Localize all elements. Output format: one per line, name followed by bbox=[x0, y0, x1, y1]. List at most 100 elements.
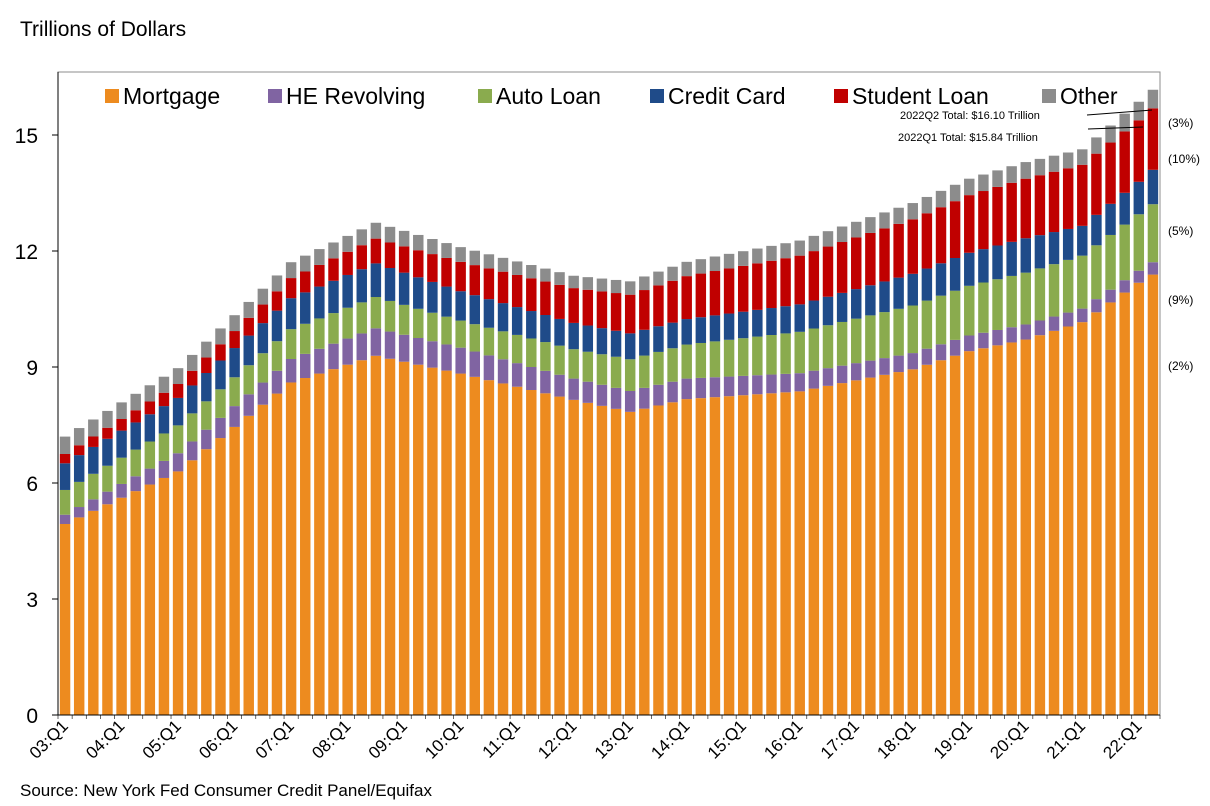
bar-segment-he-revolving bbox=[1020, 324, 1031, 340]
bar-segment-student-loan bbox=[116, 419, 127, 431]
bar-segment-credit-card bbox=[624, 333, 636, 360]
bar-segment-student-loan bbox=[102, 427, 113, 439]
bar-segment-auto-loan bbox=[1105, 234, 1116, 290]
bar-segment-student-loan bbox=[935, 207, 947, 264]
bar-segment-credit-card bbox=[978, 249, 989, 283]
bar-segment-he-revolving bbox=[964, 335, 975, 352]
bar-segment-he-revolving bbox=[865, 360, 876, 378]
bar-segment-mortgage bbox=[582, 402, 594, 715]
bar-segment-auto-loan bbox=[314, 318, 325, 349]
y-tick-label: 9 bbox=[26, 357, 38, 380]
bar-segment-he-revolving bbox=[1119, 280, 1130, 293]
bar-segment-other bbox=[554, 272, 565, 285]
bar-segment-he-revolving bbox=[822, 368, 834, 386]
bar-segment-student-loan bbox=[271, 291, 283, 311]
bar-segment-other bbox=[172, 368, 184, 385]
bar-segment-he-revolving bbox=[893, 355, 904, 373]
bar-segment-auto-loan bbox=[526, 338, 537, 367]
bar-segment-auto-loan bbox=[356, 302, 367, 334]
bar-segment-mortgage bbox=[215, 438, 226, 715]
bar-segment-other bbox=[893, 207, 904, 224]
bar-segment-he-revolving bbox=[427, 341, 438, 368]
bar-segment-student-loan bbox=[144, 401, 156, 415]
x-tick-label: 12:Q1 bbox=[534, 716, 580, 762]
bar-segment-he-revolving bbox=[441, 344, 452, 371]
bar-segment-auto-loan bbox=[794, 331, 805, 374]
bar-segment-credit-card bbox=[201, 372, 212, 402]
bar-segment-other bbox=[88, 419, 99, 437]
bar-segment-other bbox=[596, 278, 608, 292]
bar-segment-student-loan bbox=[526, 278, 537, 312]
bar-segment-he-revolving bbox=[935, 344, 947, 361]
bar-segment-he-revolving bbox=[639, 387, 650, 409]
bar-segment-other bbox=[921, 196, 933, 214]
bar-segment-mortgage bbox=[893, 372, 904, 715]
bar-segment-credit-card bbox=[497, 303, 509, 332]
bar-segment-other bbox=[285, 262, 297, 279]
bar-segment-credit-card bbox=[554, 318, 565, 346]
bar-segment-mortgage bbox=[964, 351, 975, 715]
bar-segment-other bbox=[1034, 158, 1046, 176]
bar-segment-auto-loan bbox=[949, 290, 961, 340]
bar-segment-student-loan bbox=[1034, 175, 1046, 236]
legend-label-student-loan: Student Loan bbox=[852, 83, 989, 109]
bar-segment-credit-card bbox=[116, 430, 127, 458]
bar-segment-he-revolving bbox=[300, 353, 311, 379]
bar-segment-mortgage bbox=[667, 402, 678, 715]
bar-segment-auto-loan bbox=[229, 377, 240, 407]
bar-segment-student-loan bbox=[229, 331, 240, 349]
x-tick-label: 09:Q1 bbox=[365, 716, 411, 762]
bar-segment-he-revolving bbox=[596, 384, 608, 406]
bar-segment-other bbox=[766, 245, 777, 261]
bar-segment-he-revolving bbox=[285, 358, 297, 383]
bar-segment-credit-card bbox=[158, 406, 170, 434]
bar-segment-mortgage bbox=[1006, 342, 1017, 715]
bar-segment-other bbox=[723, 253, 735, 269]
bar-segment-credit-card bbox=[1048, 232, 1060, 265]
bar-segment-other bbox=[695, 259, 707, 274]
bar-segment-other bbox=[836, 226, 848, 243]
bar-segment-auto-loan bbox=[865, 315, 876, 361]
y-tick-label: 6 bbox=[26, 473, 38, 496]
bar-segment-auto-loan bbox=[102, 465, 113, 492]
bar-segment-other bbox=[229, 315, 240, 332]
bar-segment-credit-card bbox=[215, 360, 226, 390]
bar-segment-auto-loan bbox=[413, 308, 424, 338]
legend-label-he-revolving: HE Revolving bbox=[286, 83, 425, 109]
bar-segment-mortgage bbox=[285, 382, 297, 715]
bar-segment-mortgage bbox=[681, 399, 692, 715]
bar-segment-credit-card bbox=[752, 309, 763, 337]
bar-segment-mortgage bbox=[907, 369, 918, 715]
bar-segment-student-loan bbox=[808, 251, 820, 301]
bar-segment-he-revolving bbox=[88, 499, 99, 511]
bar-segment-credit-card bbox=[935, 263, 947, 296]
bar-segment-other bbox=[342, 235, 353, 252]
bar-segment-he-revolving bbox=[497, 359, 509, 384]
bar-segment-credit-card bbox=[243, 335, 254, 366]
bar-segment-other bbox=[384, 226, 396, 243]
bar-segment-other bbox=[1020, 162, 1031, 179]
legend-swatch-auto-loan bbox=[478, 89, 492, 103]
bar-segment-he-revolving bbox=[186, 441, 198, 461]
bar-segment-other bbox=[186, 354, 198, 371]
bar-segment-credit-card bbox=[186, 385, 198, 414]
bar-segment-student-loan bbox=[384, 242, 396, 269]
y-tick-label: 15 bbox=[15, 125, 38, 148]
bar-segment-student-loan bbox=[582, 289, 594, 326]
bar-segment-auto-loan bbox=[808, 328, 820, 371]
bar-segment-auto-loan bbox=[427, 312, 438, 342]
bar-segment-credit-card bbox=[851, 289, 862, 319]
x-tick-label: 07:Q1 bbox=[252, 716, 298, 762]
bar-segment-mortgage bbox=[879, 374, 890, 715]
bar-segment-student-loan bbox=[172, 384, 184, 398]
bar-segment-he-revolving bbox=[1091, 299, 1102, 313]
bar-segment-other bbox=[568, 275, 579, 289]
bar-segment-auto-loan bbox=[300, 323, 311, 354]
bar-segment-credit-card bbox=[483, 299, 495, 328]
bar-segment-mortgage bbox=[709, 397, 721, 715]
bar-segment-credit-card bbox=[271, 310, 283, 342]
bar-segment-auto-loan bbox=[1133, 214, 1145, 271]
bar-segment-credit-card bbox=[511, 307, 523, 335]
bar-segment-credit-card bbox=[723, 313, 735, 340]
